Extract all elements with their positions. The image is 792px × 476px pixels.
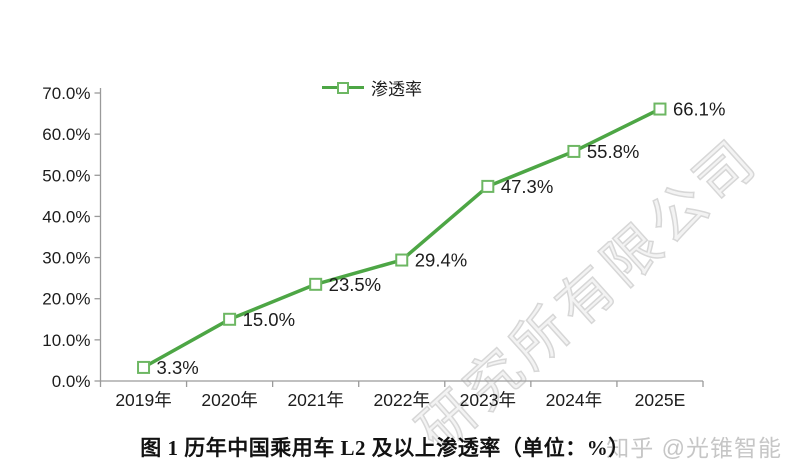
- y-tick-label: 20.0%: [42, 290, 90, 309]
- y-tick-label: 0.0%: [52, 372, 91, 391]
- y-tick-label: 50.0%: [42, 166, 90, 185]
- x-tick-label: 2021年: [287, 390, 343, 410]
- data-point-label: 3.3%: [157, 357, 199, 378]
- figure-caption: 图 1 历年中国乘用车 L2 及以上渗透率（单位：%）: [140, 436, 630, 460]
- data-point-marker: [223, 312, 237, 326]
- data-point-label: 15.0%: [243, 309, 295, 330]
- data-point-marker: [567, 144, 581, 158]
- legend-square-marker-icon: [337, 81, 349, 94]
- data-point-label: 55.8%: [587, 141, 639, 162]
- y-tick-label: 70.0%: [42, 84, 90, 103]
- data-point-marker: [309, 277, 323, 291]
- x-tick-label: 2024年: [546, 390, 602, 410]
- data-point-label: 29.4%: [415, 250, 467, 271]
- x-tick-label: 2023年: [460, 390, 516, 410]
- data-point-marker: [481, 179, 495, 193]
- y-tick-label: 40.0%: [42, 207, 90, 226]
- y-tick-label: 60.0%: [42, 125, 90, 144]
- x-tick-label: 2019年: [115, 390, 171, 410]
- legend-line-marker-icon: [322, 81, 364, 94]
- y-tick-label: 30.0%: [42, 249, 90, 268]
- data-point-label: 66.1%: [673, 99, 725, 120]
- x-tick-label: 2022年: [374, 390, 430, 410]
- x-tick-label: 2020年: [201, 390, 257, 410]
- data-point-marker: [395, 253, 409, 267]
- series-line: [141, 107, 662, 370]
- credit-watermark: 知乎 @光锥智能: [606, 435, 782, 461]
- data-point-label: 47.3%: [501, 176, 553, 197]
- y-tick-label: 10.0%: [42, 331, 90, 350]
- penetration-line-chart: 70.0% 60.0% 50.0% 40.0% 30.0% 20.0% 10.0% 0.0% 2…: [42, 84, 725, 410]
- chart-legend: 渗透率: [0, 75, 768, 100]
- data-point-marker: [653, 102, 667, 116]
- data-point-marker: [137, 360, 151, 374]
- x-tick-label: 2025E: [635, 390, 686, 410]
- data-point-label: 23.5%: [329, 274, 381, 295]
- legend-series-label: 渗透率: [371, 80, 422, 99]
